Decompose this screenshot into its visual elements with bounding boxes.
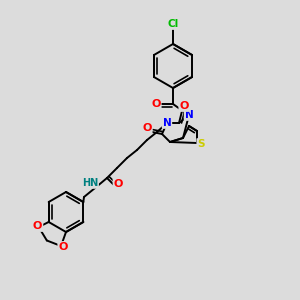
Text: Cl: Cl [167,19,178,29]
Text: N: N [163,118,171,128]
Text: O: O [179,101,189,111]
Text: O: O [113,179,123,189]
Text: O: O [58,242,68,252]
Text: O: O [142,123,152,133]
Text: HN: HN [82,178,98,188]
Text: S: S [197,139,205,149]
Text: O: O [33,221,42,231]
Text: O: O [151,99,161,109]
Text: N: N [184,110,194,120]
